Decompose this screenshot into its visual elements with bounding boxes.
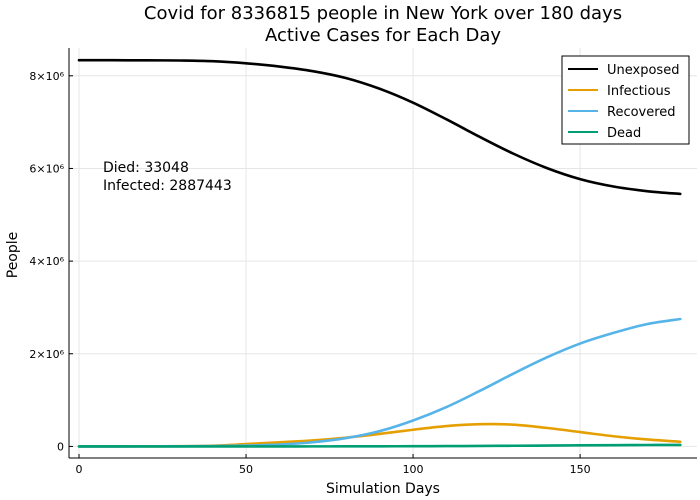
x-axis-label: Simulation Days [326, 481, 440, 497]
tick-layer: 0 50 100 150 0 2×10⁶ 4×10⁶ 6×10⁶ 8×10⁶ [29, 70, 590, 476]
legend-box [561, 55, 690, 145]
legend-label-unexposed: Unexposed [607, 63, 679, 78]
y-tick-label: 8×10⁶ [29, 70, 64, 83]
series-line-unexposed [77, 58, 682, 196]
x-tick-label: 50 [239, 463, 253, 476]
x-tick-label: 100 [403, 463, 424, 476]
axis-layer [68, 48, 697, 459]
series-line-infectious [77, 422, 682, 448]
annotation-infected: Infected: 2887443 [103, 178, 232, 194]
x-tick-label: 0 [76, 463, 83, 476]
legend-label-dead: Dead [607, 126, 641, 141]
series-layer [77, 58, 682, 448]
y-tick-label: 6×10⁶ [29, 162, 64, 175]
chart-subtitle: Active Cases for Each Day [265, 25, 501, 46]
legend-label-infectious: Infectious [607, 84, 671, 99]
y-tick-label: 0 [57, 440, 64, 453]
y-tick-label: 2×10⁶ [29, 348, 64, 361]
series-line-recovered [77, 317, 682, 448]
y-tick-label: 4×10⁶ [29, 255, 64, 268]
annotation-died: Died: 33048 [103, 160, 189, 176]
chart-title: Covid for 8336815 people in New York ove… [144, 3, 622, 24]
y-axis-label: People [5, 232, 21, 279]
x-tick-label: 150 [570, 463, 591, 476]
legend: Unexposed Infectious Recovered Dead [561, 55, 690, 145]
legend-items: Unexposed Infectious Recovered Dead [568, 63, 679, 141]
legend-label-recovered: Recovered [607, 105, 676, 120]
series-line-dead [77, 443, 682, 448]
